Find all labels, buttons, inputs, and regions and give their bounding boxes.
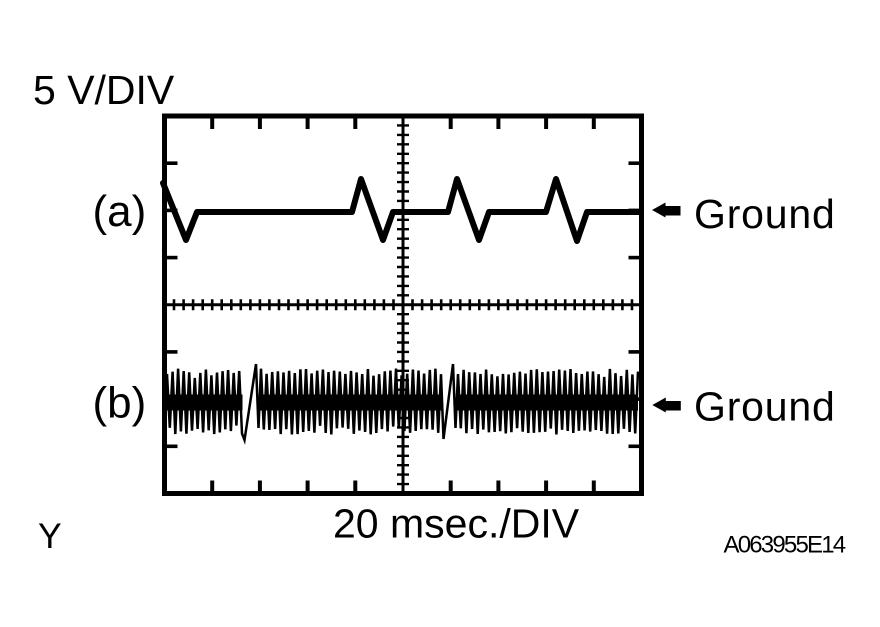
svg-text:Ground: Ground xyxy=(694,191,836,237)
svg-text:Y: Y xyxy=(38,516,62,556)
svg-text:5 V/DIV: 5 V/DIV xyxy=(33,67,175,113)
svg-text:A063955E14: A063955E14 xyxy=(724,532,846,559)
svg-text:(a): (a) xyxy=(93,187,147,236)
svg-text:(b): (b) xyxy=(93,379,147,428)
svg-text:20 msec./DIV: 20 msec./DIV xyxy=(333,501,580,547)
svg-text:Ground: Ground xyxy=(694,384,836,430)
